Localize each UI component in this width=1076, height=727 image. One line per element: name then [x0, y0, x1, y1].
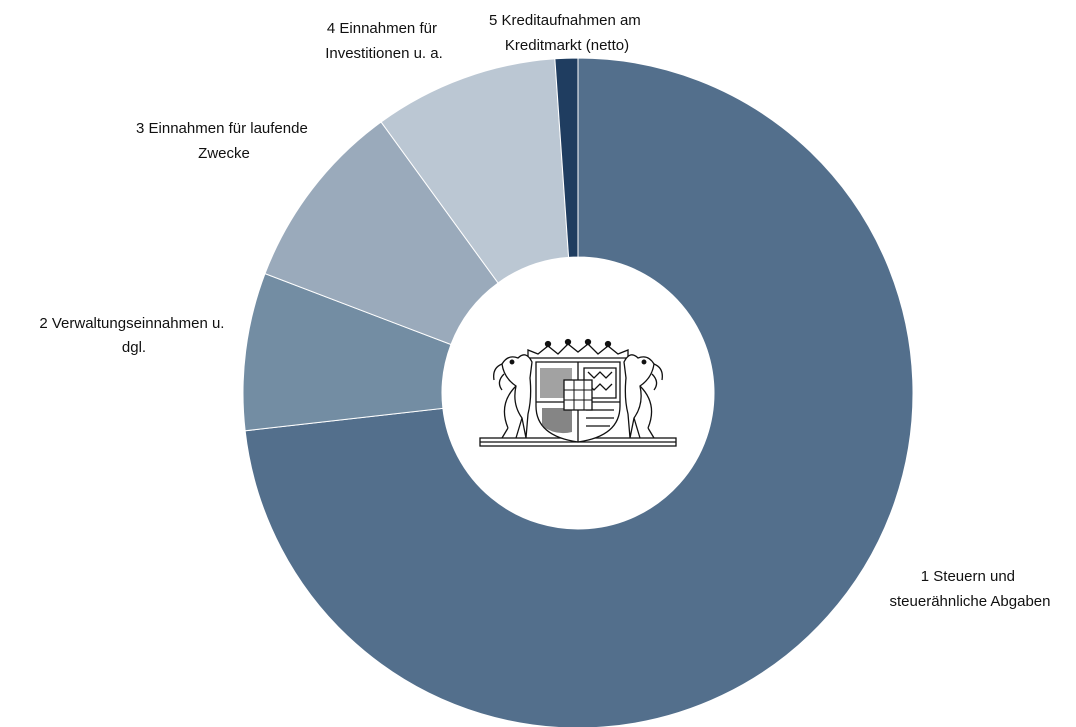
- slice-label-5: 5 Kreditaufnahmen am Kreditmarkt (netto): [489, 12, 645, 54]
- slice-labels-group: 1 Steuern und steuerähnliche Abgaben 2 V…: [39, 12, 1050, 610]
- slice-label-2: 2 Verwaltungseinnahmen u. dgl.: [39, 315, 228, 356]
- slice-label-4: 4 Einnahmen für Investitionen u. a.: [325, 20, 443, 62]
- slices-group: [242, 57, 914, 727]
- coat-of-arms-emblem: [479, 338, 677, 447]
- slice-label-3: 3 Einnahmen für laufende Zwecke: [136, 120, 312, 162]
- slice-label-1: 1 Steuern und steuerähnliche Abgaben: [890, 568, 1051, 610]
